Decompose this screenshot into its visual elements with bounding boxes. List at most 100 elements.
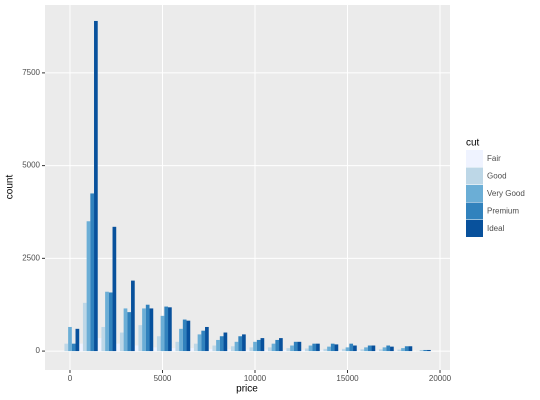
bar [156,336,161,352]
legend-label: Ideal [487,224,505,233]
bar [338,350,342,352]
bar [182,319,187,352]
bar [390,346,394,352]
bar [160,315,165,352]
bar [134,345,139,352]
bar [356,350,361,352]
bar [190,348,194,352]
bar [397,349,402,352]
bar [116,343,120,352]
bar [75,328,80,352]
bar [393,350,398,352]
legend-label: Very Good [487,189,525,198]
bar [345,347,350,352]
bar [282,349,287,352]
bar [179,328,183,352]
bar [230,346,235,352]
bar [145,304,150,352]
bar [108,292,113,352]
bar [94,20,98,352]
bar [127,312,132,352]
bar [286,348,291,352]
bar [234,341,239,352]
x-tick-label: 20000 [429,374,452,383]
legend-label: Fair [487,154,501,163]
x-tick-label: 0 [68,374,73,383]
bar [401,348,405,352]
bar [105,291,109,352]
bar [423,349,428,352]
y-tick-label: 5000 [22,161,40,170]
x-tick-label: 5000 [154,374,172,383]
bar [197,334,202,352]
x-tick-label: 10000 [244,374,267,383]
bar [245,349,250,352]
y-axis-title: count [5,175,16,200]
bar [308,345,313,352]
bar [227,349,231,352]
bar [149,308,154,352]
y-tick-label: 0 [36,346,41,355]
bar [216,339,220,352]
bar [238,336,243,352]
legend-key [466,185,483,202]
bar [404,346,409,352]
bar [364,347,368,352]
bar [330,343,335,352]
bar [101,326,106,352]
legend-key [466,202,483,220]
bar [375,350,379,352]
bar [171,348,176,352]
bar [164,306,169,352]
bar [193,343,198,352]
bar [79,343,83,352]
bar [323,348,328,352]
bar [256,339,261,352]
bar [267,347,272,352]
bar [142,308,146,352]
bar [123,308,128,352]
bar [71,343,76,352]
bar [131,280,135,352]
bar [382,347,387,352]
bar [264,349,268,352]
bar [349,343,354,352]
legend-label: Premium [487,207,519,216]
bar [186,320,191,352]
x-tick-label: 15000 [336,374,359,383]
bar [242,334,246,352]
bar [341,348,346,352]
y-tick-label: 2500 [22,253,40,262]
bar [378,349,383,352]
legend-key [466,167,483,185]
bar [119,332,124,352]
bar [297,341,302,352]
bar [304,348,309,352]
bar [301,349,305,352]
bar [97,338,102,352]
bar [427,349,431,352]
bar [260,338,265,352]
bar [275,339,280,352]
bar [223,332,228,352]
bar [86,221,91,352]
bar [168,307,172,352]
bar [353,345,357,352]
legend-title: cut [466,138,480,149]
bar [371,345,376,352]
legend-label: Good [487,172,507,181]
bar [253,341,257,352]
bar [408,346,413,352]
bar [312,343,317,352]
bar [293,341,298,352]
bar [279,338,283,352]
bar [153,347,157,352]
bar [175,341,180,352]
legend-key [466,150,483,167]
bar [205,326,209,352]
bar [290,345,294,352]
bar [82,302,87,352]
bar [90,193,95,352]
bar [112,226,117,352]
